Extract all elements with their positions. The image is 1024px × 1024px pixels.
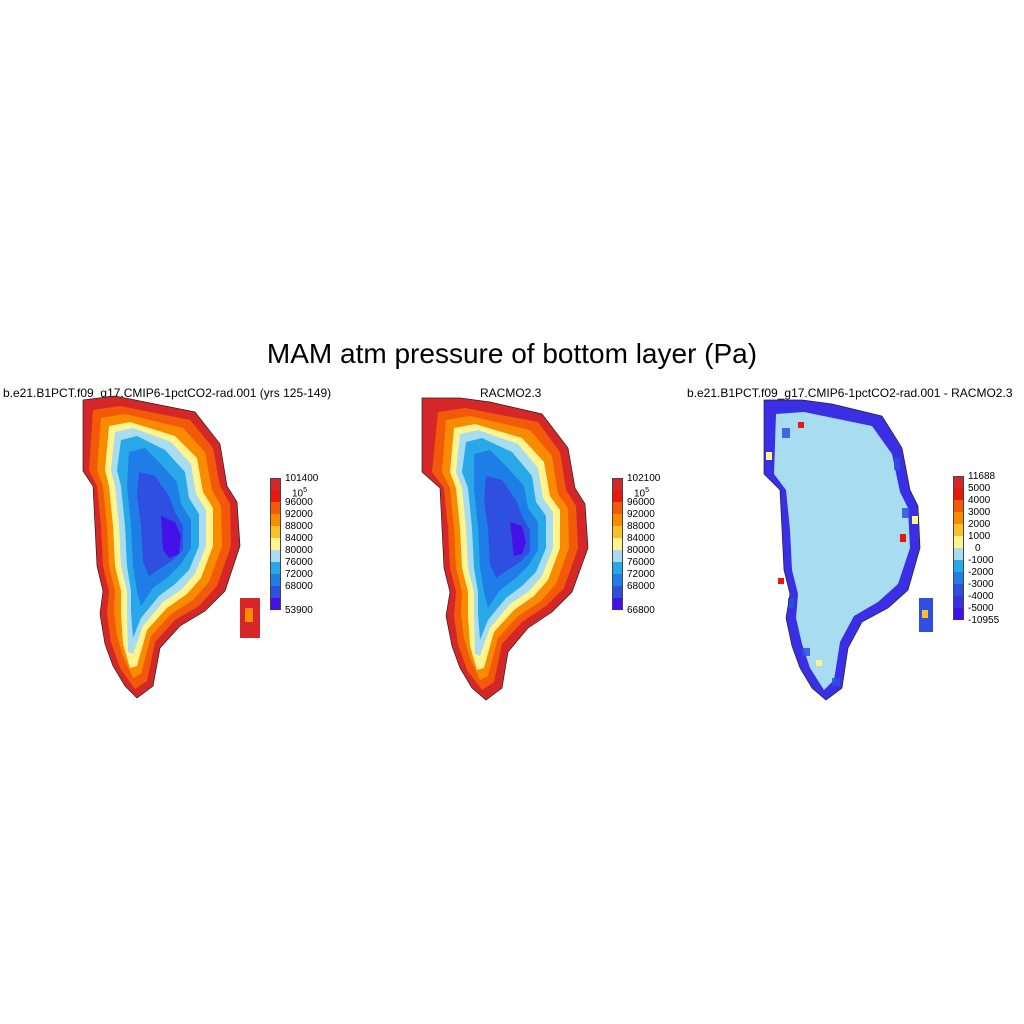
figure-title: MAM atm pressure of bottom layer (Pa) (266, 338, 758, 369)
colorbar-box (270, 550, 281, 562)
colorbar-label: 53900 (285, 605, 313, 616)
colorbar-box (953, 596, 964, 608)
colorbar-box (953, 524, 964, 536)
colorbar-box (612, 514, 623, 526)
colorbar-label: 4000 (968, 495, 991, 506)
colorbar-box (612, 562, 623, 574)
colorbar-box (953, 572, 964, 584)
panel-title-model: b.e21.B1PCT.f09_g17.CMIP6-1pctCO2-rad.00… (3, 386, 332, 400)
colorbar-label: 102100 (627, 473, 661, 484)
colorbar-label: 92000 (285, 509, 313, 520)
colorbar-box (270, 514, 281, 526)
panel-racmo: RACMO2.3 102100 105 96000 (350, 386, 670, 706)
colorbar-label: 88000 (627, 521, 655, 532)
colorbar-box (270, 526, 281, 538)
colorbar-box (953, 512, 964, 524)
colorbar-box (612, 550, 623, 562)
colorbar-label: 5000 (968, 483, 991, 494)
panel-title-racmo: RACMO2.3 (480, 386, 542, 400)
colorbar-box (270, 598, 281, 610)
colorbar-box (270, 574, 281, 586)
colorbar-box (270, 490, 281, 502)
colorbar-box (953, 584, 964, 596)
colorbar-box (953, 476, 964, 488)
colorbar-label: 76000 (285, 557, 313, 568)
colorbar-box (612, 490, 623, 502)
colorbar-label: 92000 (627, 509, 655, 520)
colorbar-label: 72000 (627, 569, 655, 580)
colorbar-label: 72000 (285, 569, 313, 580)
colorbar-label: 96000 (285, 497, 313, 508)
colorbar-racmo: 102100 105 96000 92000 88000 84000 80000… (612, 474, 660, 616)
colorbar-label: -2000 (968, 567, 994, 578)
colorbar-difference: 11688 5000 4000 3000 2000 1000 0 -1000 -… (953, 472, 999, 626)
colorbar-box (953, 608, 964, 620)
colorbar-box (612, 598, 623, 610)
colorbar-label: 105 (292, 487, 308, 500)
colorbar-label: 84000 (627, 533, 655, 544)
colorbar-box (953, 560, 964, 572)
colorbar-box (270, 538, 281, 550)
panel-model: b.e21.B1PCT.f09_g17.CMIP6-1pctCO2-rad.00… (0, 386, 350, 706)
greenland-map-difference (763, 399, 933, 701)
colorbar-label: 80000 (285, 545, 313, 556)
colorbar-label: 1000 (968, 531, 991, 542)
colorbar-label: -1000 (968, 555, 994, 566)
colorbar-label: 3000 (968, 507, 991, 518)
colorbar-box (270, 478, 281, 490)
colorbar-label: 2000 (968, 519, 991, 530)
colorbar-label: -5000 (968, 603, 994, 614)
colorbar-label: 88000 (285, 521, 313, 532)
colorbar-box (612, 478, 623, 490)
colorbar-box (953, 536, 964, 548)
colorbar-box (953, 500, 964, 512)
colorbar-box (612, 586, 623, 598)
colorbar-label: 76000 (627, 557, 655, 568)
colorbar-box (612, 502, 623, 514)
colorbar-box (612, 526, 623, 538)
colorbar-label: -10955 (968, 615, 1000, 626)
panel-difference: b.e21.B1PCT.f09_g17.CMIP6-1pctCO2-rad.00… (670, 386, 1024, 716)
colorbar-label: 11688 (968, 471, 996, 482)
colorbar-label: 68000 (627, 581, 655, 592)
colorbar-box (270, 502, 281, 514)
colorbar-box (270, 586, 281, 598)
colorbar-label: -3000 (968, 579, 994, 590)
colorbar-model: 101400 105 96000 92000 88000 84000 80000… (270, 474, 318, 616)
colorbar-label: 105 (634, 487, 650, 500)
colorbar-label: 96000 (627, 497, 655, 508)
colorbar-label: 80000 (627, 545, 655, 556)
greenland-map-racmo (421, 397, 589, 701)
colorbar-box (953, 548, 964, 560)
colorbar-label: 66800 (627, 605, 655, 616)
colorbar-label: 84000 (285, 533, 313, 544)
colorbar-box (612, 538, 623, 550)
colorbar-box (612, 574, 623, 586)
colorbar-box (270, 562, 281, 574)
colorbar-box (953, 488, 964, 500)
colorbar-label: 101400 (285, 473, 319, 484)
panel-title-difference: b.e21.B1PCT.f09_g17.CMIP6-1pctCO2-rad.00… (687, 386, 1013, 400)
colorbar-label: 68000 (285, 581, 313, 592)
colorbar-label: 0 (975, 543, 981, 554)
colorbar-label: -4000 (968, 591, 994, 602)
greenland-map-model (82, 395, 260, 699)
